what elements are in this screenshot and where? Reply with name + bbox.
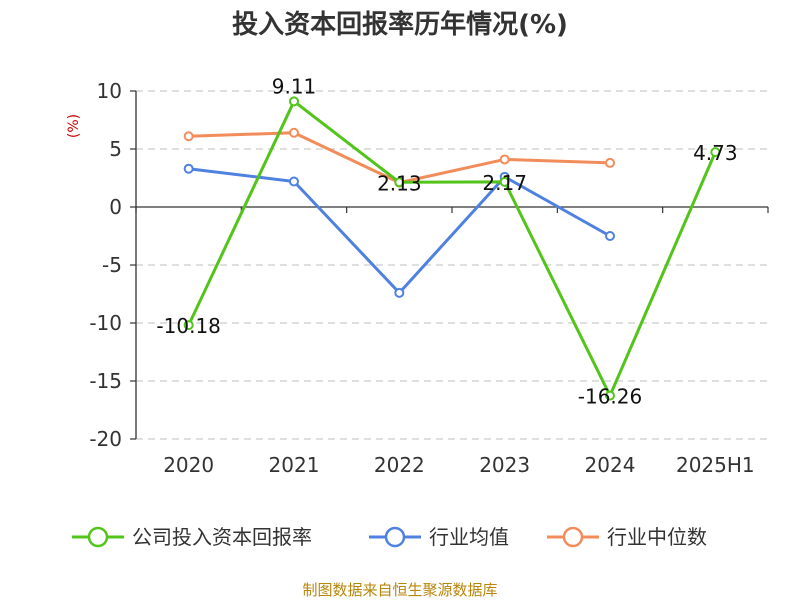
legend-marker [562,526,584,548]
data-point [605,157,615,168]
data-point [394,177,405,188]
data-point [289,176,299,187]
data-point [183,320,194,331]
legend-label: 公司投入资本回报率 [132,525,312,549]
legend-marker [87,526,109,548]
data-label: 4.73 [693,141,738,165]
data-point [183,131,194,142]
legend: 公司投入资本回报率 行业均值 行业中位数 [72,525,707,549]
y-tick-label: 10 [97,79,122,103]
data-label: 2.13 [377,171,422,195]
series-lines [183,96,721,401]
data-point [289,96,299,107]
data-point [605,390,615,401]
y-tick-label: -5 [102,253,122,277]
legend-label: 行业中位数 [607,525,707,549]
x-tick-label: 2021 [269,453,320,477]
series-line [187,99,717,398]
legend-marker [384,526,406,548]
chart-title: 投入资本回报率历年情况(%) [232,9,568,40]
x-tick-label: 2024 [585,453,636,477]
x-tick-label: 2023 [479,453,530,477]
y-tick-label: 5 [109,137,122,161]
data-point [605,231,615,241]
data-point [499,154,510,165]
axes: 10 5 0 -5 -10 -15 -20 2020 2021 2022 2023 2024 2025H… [89,79,769,477]
data-point [289,127,299,138]
data-label: -10.18 [156,314,220,338]
legend-label: 行业均值 [429,525,509,549]
data-point [183,163,194,174]
y-tick-label: -20 [89,427,122,451]
x-tick-label: 2022 [374,453,425,477]
data-label: 9.11 [272,74,317,98]
data-label: -16.26 [578,385,642,409]
grid-lines [136,90,768,440]
y-tick-label: 0 [109,195,122,219]
data-labels: -10.18 9.11 2.13 2.17 -16.26 4.73 [156,74,737,408]
data-point [499,176,510,187]
y-tick-label: -10 [89,311,122,335]
source-note: 制图数据来自恒生聚源数据库 [302,581,497,599]
x-tick-label: 2025H1 [676,453,755,477]
x-tick-label: 2020 [163,453,214,477]
data-point [710,147,721,158]
data-point [394,287,405,298]
y-axis-unit-label: (%) [66,114,82,138]
y-tick-label: -15 [89,369,122,393]
data-label: 2.17 [482,171,527,195]
